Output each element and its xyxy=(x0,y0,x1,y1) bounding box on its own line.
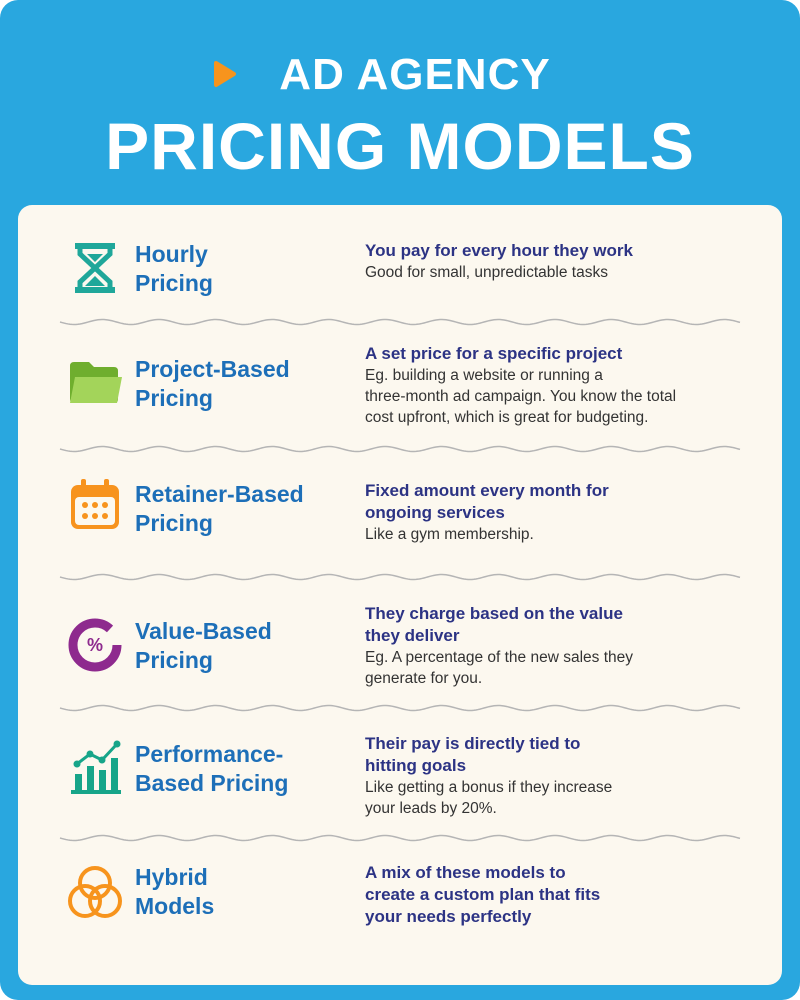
model-name: Hybrid Models xyxy=(135,863,214,921)
model-icon: % xyxy=(68,618,122,672)
model-name-line: Pricing xyxy=(135,647,213,673)
model-name-line: Pricing xyxy=(135,270,213,296)
headline-line: Their pay is directly tied to xyxy=(365,734,581,753)
headline-line: create a custom plan that fits xyxy=(365,885,601,904)
body-line: Good for small, unpredictable tasks xyxy=(365,264,608,281)
model-name-line: Project-Based xyxy=(135,356,290,382)
model-icon xyxy=(68,866,122,918)
body-line: Like a gym membership. xyxy=(365,526,534,543)
headline-line: hitting goals xyxy=(365,756,467,775)
model-name-line: Pricing xyxy=(135,510,213,536)
headline-line: A mix of these models to xyxy=(365,863,566,882)
model-icon xyxy=(71,740,121,794)
model-name-line: Models xyxy=(135,893,215,919)
divider xyxy=(59,573,741,581)
body-line: generate for you. xyxy=(365,670,483,687)
model-description: Their pay is directly tied to hitting goa… xyxy=(365,733,755,819)
model-name: Value-Based Pricing xyxy=(135,617,272,675)
model-description: Fixed amount every month for ongoing serv… xyxy=(365,480,755,545)
divider xyxy=(59,445,741,453)
divider xyxy=(59,834,741,842)
title: PRICING MODELS xyxy=(105,109,695,183)
svg-text:%: % xyxy=(87,635,103,655)
model-name-line: Value-Based xyxy=(135,618,272,644)
body-line: Eg. A percentage of the new sales they xyxy=(365,649,633,666)
model-name: Project-Based Pricing xyxy=(135,355,290,413)
body-line: three-month ad campaign. You know the to… xyxy=(365,388,677,405)
card xyxy=(18,205,782,985)
divider xyxy=(59,704,741,712)
model-description: A mix of these models to create a custom … xyxy=(365,862,755,928)
play-icon xyxy=(214,61,236,87)
headline-line: They charge based on the value xyxy=(365,604,623,623)
model-name-line: Performance- xyxy=(135,741,284,767)
headline-line: they deliver xyxy=(365,626,460,645)
model-description: They charge based on the value they deliv… xyxy=(365,603,755,689)
headline-line: your needs perfectly xyxy=(365,907,532,926)
model-description: A set price for a specific project Eg. bu… xyxy=(365,343,755,428)
headline-line: A set price for a specific project xyxy=(365,344,623,363)
model-icon xyxy=(71,479,119,529)
body-line: your leads by 20%. xyxy=(365,800,497,817)
headline-line: You pay for every hour they work xyxy=(365,241,633,260)
headline-line: ongoing services xyxy=(365,503,505,522)
body-line: Eg. building a website or running a xyxy=(365,367,603,384)
divider xyxy=(59,318,741,326)
model-name-line: Hybrid xyxy=(135,864,208,890)
model-name: Performance- Based Pricing xyxy=(135,740,288,798)
model-name: Retainer-Based Pricing xyxy=(135,480,304,538)
model-name-line: Based Pricing xyxy=(135,770,289,796)
model-name-line: Retainer-Based xyxy=(135,481,304,507)
model-name-line: Hourly xyxy=(135,241,208,267)
model-name: Hourly Pricing xyxy=(135,240,213,298)
model-icon xyxy=(75,243,115,293)
headline-line: Fixed amount every month for xyxy=(365,481,609,500)
model-name-line: Pricing xyxy=(135,385,213,411)
model-description: You pay for every hour they work Good for… xyxy=(365,240,755,283)
model-icon xyxy=(70,362,122,403)
kicker: AD AGENCY xyxy=(279,50,551,99)
body-line: cost upfront, which is great for budgeti… xyxy=(365,409,649,426)
body-line: Like getting a bonus if they increase xyxy=(365,779,613,796)
